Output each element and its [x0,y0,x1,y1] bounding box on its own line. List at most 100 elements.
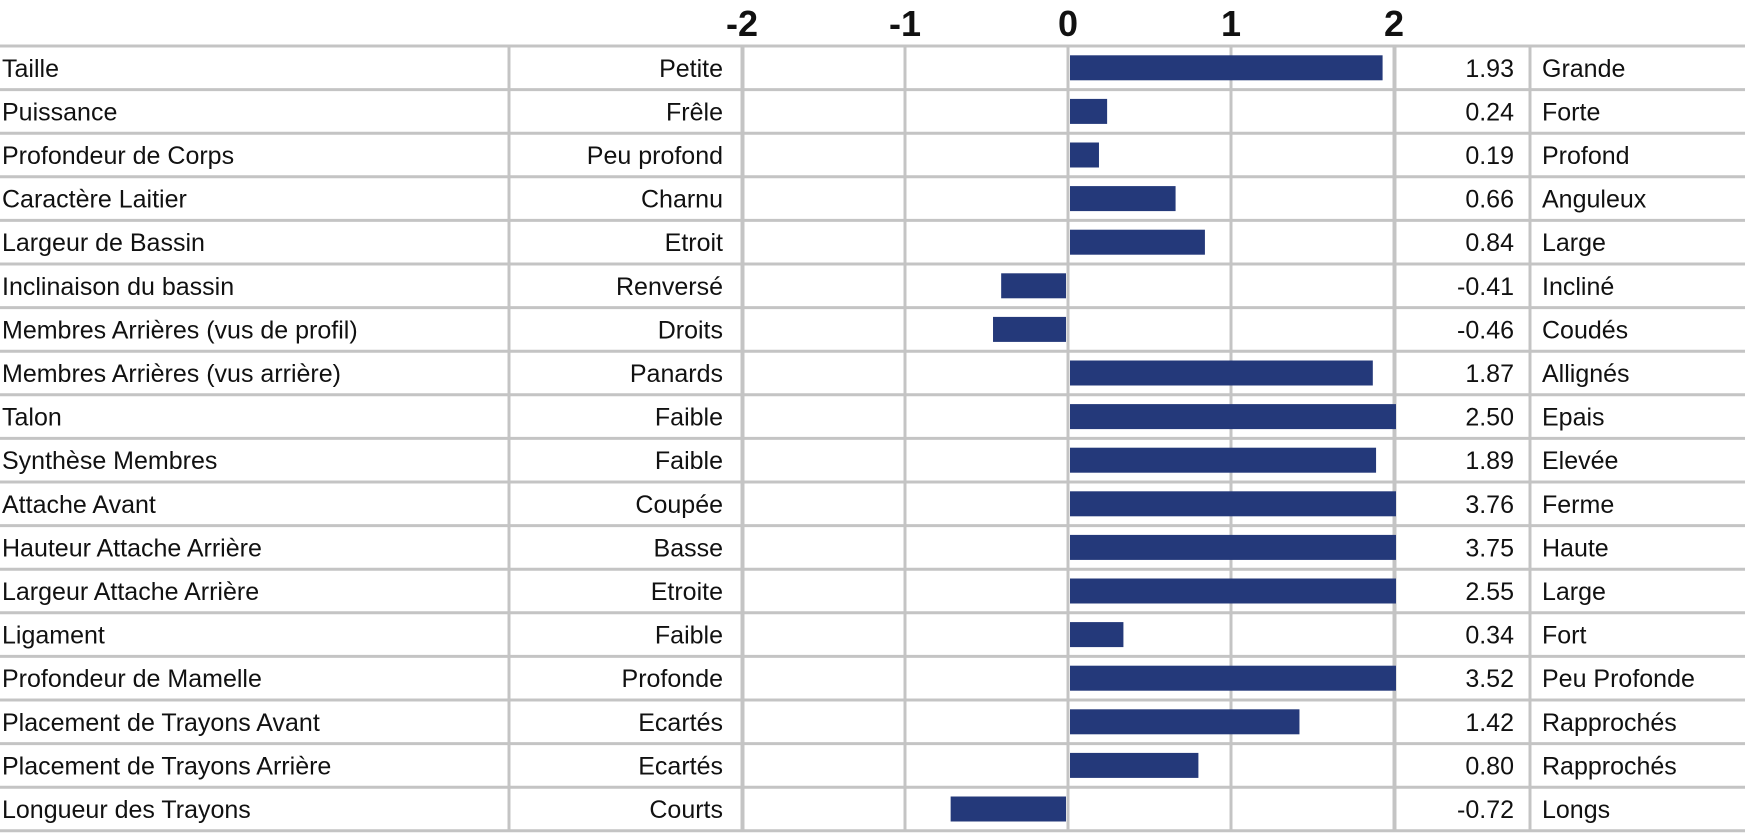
high-pole-label: Coudés [1542,316,1628,344]
value-label: 3.76 [1465,491,1514,519]
bar [1070,404,1396,430]
value-label: 3.75 [1465,534,1514,562]
high-pole-label: Epais [1542,404,1605,432]
bar [1001,273,1066,299]
tick-label: 0 [1058,3,1078,44]
high-pole-label: Elevée [1542,447,1618,475]
trait-label: Largeur de Bassin [2,229,205,257]
high-pole-label: Ferme [1542,491,1614,519]
table-row: Largeur de Bassin Etroit 0.84 Large [2,229,1606,257]
bar [1070,578,1396,604]
trait-label: Ligament [2,622,105,650]
high-pole-label: Allignés [1542,360,1630,388]
chart-rows: Taille Petite 1.93 Grande Puissance Frêle 0.24… [2,55,1695,824]
tick-label: -1 [889,3,921,44]
trait-label: Profondeur de Mamelle [2,665,262,693]
table-row: Attache Avant Coupée 3.76 Ferme [2,491,1614,519]
trait-label: Longueur des Trayons [2,796,251,824]
bar [1070,55,1383,81]
value-label: 3.52 [1465,665,1514,693]
trait-label: Puissance [2,98,117,126]
trait-label: Placement de Trayons Arrière [2,752,331,780]
bar [1070,186,1176,212]
trait-label: Largeur Attache Arrière [2,578,259,606]
high-pole-label: Fort [1542,622,1587,650]
table-row: Membres Arrières (vus arrière) Panards 1.8… [2,360,1630,388]
bar [1070,709,1300,735]
low-pole-label: Charnu [641,186,723,214]
bar [1070,491,1396,517]
table-row: Caractère Laitier Charnu 0.66 Anguleux [2,186,1647,214]
tick-label: -2 [726,3,758,44]
table-row: Largeur Attache Arrière Etroite 2.55 Large [2,578,1606,606]
value-label: 0.34 [1465,622,1514,650]
table-row: Membres Arrières (vus de profil) Droits -0… [2,316,1628,344]
low-pole-label: Frêle [666,98,723,126]
bar [1070,360,1373,386]
low-pole-label: Faible [655,622,723,650]
value-label: 1.42 [1465,709,1514,737]
bar [950,796,1066,822]
table-row: Puissance Frêle 0.24 Forte [2,98,1600,126]
value-label: -0.72 [1457,796,1514,824]
low-pole-label: Basse [654,534,723,562]
trait-label: Membres Arrières (vus de profil) [2,316,358,344]
trait-label: Taille [2,55,59,83]
table-row: Profondeur de Mamelle Profonde 3.52 Peu Pro… [2,665,1695,693]
tick-label: 2 [1384,3,1404,44]
bar [1070,622,1124,648]
trait-label: Synthèse Membres [2,447,217,475]
value-label: 1.89 [1465,447,1514,475]
low-pole-label: Faible [655,447,723,475]
table-row: Taille Petite 1.93 Grande [2,55,1625,83]
high-pole-label: Peu Profonde [1542,665,1695,693]
low-pole-label: Etroit [665,229,723,257]
table-row: Longueur des Trayons Courts -0.72 Longs [2,796,1610,824]
table-row: Synthèse Membres Faible 1.89 Elevée [2,447,1618,475]
low-pole-label: Coupée [635,491,723,519]
value-label: -0.41 [1457,273,1514,301]
high-pole-label: Rapprochés [1542,752,1677,780]
trait-label: Inclinaison du bassin [2,273,234,301]
value-label: 0.80 [1465,752,1514,780]
bar [1070,229,1205,255]
bar [1070,98,1108,124]
table-row: Talon Faible 2.50 Epais [2,404,1605,432]
tick-labels: -2 -1 0 1 2 [726,3,1404,44]
low-pole-label: Renversé [616,273,723,301]
table-row: Inclinaison du bassin Renversé -0.41 Inclin… [2,273,1614,301]
value-label: -0.46 [1457,316,1514,344]
table-row: Hauteur Attache Arrière Basse 3.75 Haute [2,534,1609,562]
value-label: 0.19 [1465,142,1514,170]
low-pole-label: Peu profond [587,142,723,170]
value-label: 0.24 [1465,98,1514,126]
low-pole-label: Panards [630,360,723,388]
bar [1070,447,1377,473]
value-label: 0.66 [1465,186,1514,214]
low-pole-label: Etroite [651,578,723,606]
table-row: Placement de Trayons Arrière Ecartés 0.80 R… [2,752,1677,780]
low-pole-label: Ecartés [638,709,723,737]
high-pole-label: Large [1542,229,1606,257]
low-pole-label: Profonde [622,665,723,693]
trait-label: Hauteur Attache Arrière [2,534,262,562]
low-pole-label: Courts [649,796,723,824]
low-pole-label: Ecartés [638,752,723,780]
high-pole-label: Large [1542,578,1606,606]
high-pole-label: Forte [1542,98,1600,126]
trait-label: Caractère Laitier [2,186,187,214]
bar [1070,534,1396,560]
value-label: 2.50 [1465,404,1514,432]
table-row: Placement de Trayons Avant Ecartés 1.42 Rap… [2,709,1677,737]
value-label: 1.87 [1465,360,1514,388]
bar [1070,752,1199,778]
high-pole-label: Haute [1542,534,1609,562]
low-pole-label: Petite [659,55,723,83]
value-label: 1.93 [1465,55,1514,83]
low-pole-label: Droits [658,316,723,344]
low-pole-label: Faible [655,404,723,432]
trait-label: Placement de Trayons Avant [2,709,320,737]
high-pole-label: Profond [1542,142,1630,170]
bar [993,316,1066,342]
